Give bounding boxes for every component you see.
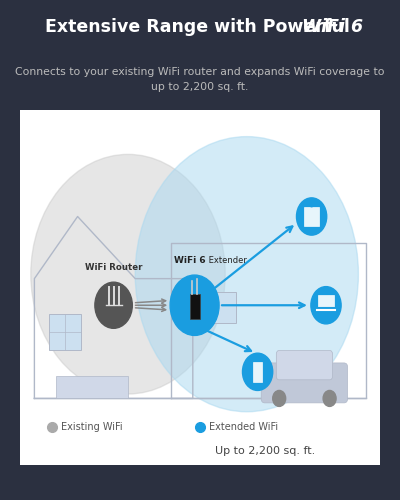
Circle shape bbox=[273, 390, 286, 406]
Text: Connects to your existing WiFi router and expands WiFi coverage to
up to 2,200 s: Connects to your existing WiFi router an… bbox=[15, 67, 385, 92]
Bar bbox=[304, 206, 319, 227]
Text: Up to 2,200 sq. ft.: Up to 2,200 sq. ft. bbox=[215, 446, 315, 456]
Circle shape bbox=[256, 358, 259, 360]
Text: Extended WiFi: Extended WiFi bbox=[209, 422, 278, 432]
Circle shape bbox=[31, 154, 225, 394]
Text: Extensive Range with Powerful: Extensive Range with Powerful bbox=[44, 18, 356, 36]
FancyBboxPatch shape bbox=[276, 350, 332, 380]
Bar bbox=[190, 294, 200, 318]
Text: Extender: Extender bbox=[206, 256, 247, 266]
FancyBboxPatch shape bbox=[261, 363, 348, 403]
FancyBboxPatch shape bbox=[18, 108, 382, 467]
Bar bbox=[49, 314, 81, 350]
Bar bbox=[253, 362, 262, 382]
Circle shape bbox=[323, 390, 336, 406]
Circle shape bbox=[242, 353, 273, 391]
Bar bbox=[207, 292, 236, 323]
Circle shape bbox=[311, 286, 341, 324]
Bar bbox=[56, 376, 128, 398]
Bar bbox=[318, 295, 334, 308]
Text: WiFi Router: WiFi Router bbox=[85, 263, 142, 272]
Text: WiFi 6: WiFi 6 bbox=[302, 18, 363, 36]
Circle shape bbox=[296, 198, 327, 235]
Circle shape bbox=[95, 282, 132, 329]
Text: WiFi 6: WiFi 6 bbox=[174, 256, 206, 266]
Circle shape bbox=[135, 136, 358, 412]
Circle shape bbox=[310, 203, 313, 206]
Text: Existing WiFi: Existing WiFi bbox=[62, 422, 123, 432]
Circle shape bbox=[170, 275, 219, 336]
